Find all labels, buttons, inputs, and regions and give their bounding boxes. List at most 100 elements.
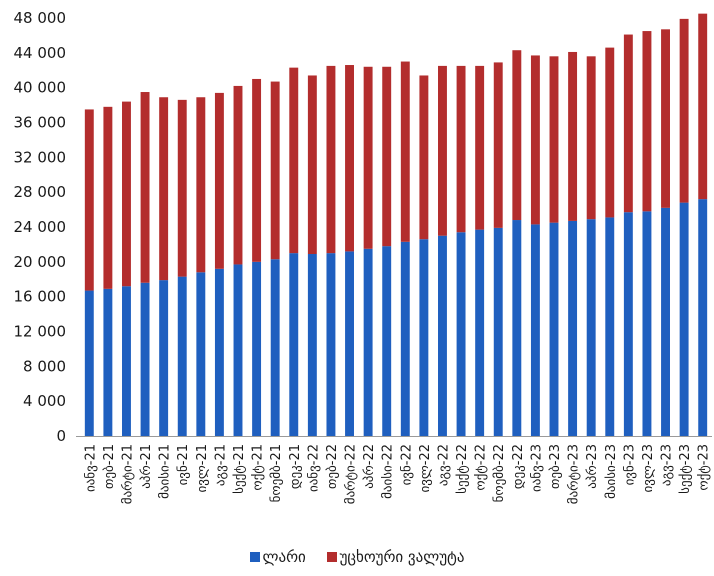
- legend: ლარი უცხოური ვალუტა: [0, 548, 714, 566]
- y-tick-label: 16 000: [14, 288, 67, 306]
- y-tick-label: 24 000: [14, 218, 67, 236]
- x-tick-label: აპრ-23: [585, 444, 600, 489]
- y-tick-label: 20 000: [14, 253, 67, 271]
- bar-lari: [103, 288, 113, 436]
- bar-lari: [177, 276, 187, 436]
- y-tick-label: 44 000: [14, 44, 67, 62]
- bar-foreign-currency: [270, 81, 280, 260]
- y-tick-label: 32 000: [14, 148, 67, 166]
- bar-lari: [326, 253, 336, 436]
- bar-foreign-currency: [549, 56, 559, 223]
- legend-swatch-foreign-currency: [326, 552, 337, 562]
- bar-foreign-currency: [679, 18, 689, 203]
- x-tick-label: ოქტ-22: [474, 444, 489, 491]
- x-tick-label: აგვ-23: [660, 444, 675, 486]
- bar-lari: [530, 224, 540, 436]
- y-tick-label: 0: [56, 427, 66, 445]
- y-tick-label: 36 000: [14, 114, 67, 132]
- bar-lari: [568, 220, 578, 436]
- bar-foreign-currency: [84, 109, 94, 291]
- x-tick-label: დეკ-22: [511, 444, 526, 489]
- bar-foreign-currency: [530, 55, 540, 225]
- bar-foreign-currency: [140, 92, 150, 283]
- bar-lari: [214, 268, 224, 436]
- bar-foreign-currency: [623, 34, 633, 213]
- x-tick-label: ივლ-22: [418, 444, 433, 492]
- x-tick-label: დეკ-21: [288, 444, 303, 489]
- bar-foreign-currency: [326, 65, 336, 254]
- y-tick-label: 4 000: [23, 392, 66, 410]
- y-tick-label: 12 000: [14, 323, 67, 341]
- x-tick-label: აგვ-22: [436, 444, 451, 486]
- bar-foreign-currency: [456, 65, 466, 233]
- bar-foreign-currency: [196, 97, 206, 273]
- x-tick-label: მარტი-21: [120, 444, 135, 504]
- bar-foreign-currency: [252, 78, 262, 262]
- x-tick-label: აგვ-21: [213, 444, 228, 486]
- bar-foreign-currency: [400, 61, 410, 242]
- x-tick-label: თებ-22: [325, 444, 340, 489]
- bar-lari: [140, 282, 150, 436]
- bar-lari: [289, 253, 299, 436]
- bar-lari: [345, 251, 354, 436]
- bar-lari: [512, 220, 522, 436]
- bar-foreign-currency: [289, 67, 299, 254]
- y-tick-label: 48 000: [14, 9, 67, 27]
- bar-lari: [400, 241, 410, 436]
- x-tick-label: თებ-21: [102, 444, 117, 489]
- x-tick-label: ოქტ-21: [251, 444, 266, 491]
- bar-foreign-currency: [438, 65, 447, 236]
- bar-foreign-currency: [661, 29, 670, 208]
- x-tick-label: აპრ-22: [362, 444, 377, 489]
- x-tick-label: ივნ-22: [399, 444, 414, 485]
- bar-foreign-currency: [345, 65, 354, 252]
- bar-lari: [84, 290, 94, 436]
- x-tick-label: იანვ-22: [306, 444, 321, 492]
- legend-item-lari: ლარი: [249, 548, 306, 566]
- x-tick-label: მაისი-22: [381, 444, 396, 499]
- legend-swatch-lari: [249, 552, 260, 562]
- bar-foreign-currency: [642, 31, 652, 212]
- legend-label-foreign-currency: უცხოური ვალუტა: [339, 548, 465, 566]
- bar-lari: [679, 202, 689, 436]
- bar-lari: [252, 261, 262, 436]
- bar-foreign-currency: [159, 97, 169, 281]
- bar-foreign-currency: [177, 99, 187, 277]
- bar-foreign-currency: [493, 62, 503, 228]
- bar-lari: [419, 239, 429, 436]
- stacked-bar-chart: 0 4 000 8 000 12 000 16 000 20 000 24 000 28 00…: [14, 9, 712, 504]
- y-axis: 0 4 000 8 000 12 000 16 000 20 000 24 000 28 00…: [14, 9, 712, 445]
- bar-foreign-currency: [698, 13, 708, 200]
- y-tick-label: 8 000: [23, 357, 66, 375]
- bar-foreign-currency: [419, 75, 429, 240]
- bar-foreign-currency: [568, 51, 578, 221]
- bars: [84, 13, 708, 436]
- bar-lari: [623, 212, 633, 436]
- bar-lari: [122, 286, 131, 436]
- bar-foreign-currency: [605, 47, 615, 218]
- bar-lari: [233, 264, 243, 436]
- bar-foreign-currency: [586, 56, 596, 220]
- bar-foreign-currency: [475, 65, 485, 230]
- bar-lari: [382, 246, 392, 436]
- bar-lari: [196, 272, 206, 436]
- bar-lari: [642, 211, 652, 436]
- bar-lari: [438, 235, 447, 436]
- bar-lari: [493, 227, 503, 436]
- legend-label-lari: ლარი: [262, 548, 306, 566]
- bar-lari: [475, 229, 485, 436]
- x-tick-label: ნოემბ-22: [492, 444, 507, 502]
- bar-foreign-currency: [103, 106, 113, 289]
- x-tick-label: აპრ-21: [139, 444, 154, 489]
- x-tick-label: მაისი-23: [604, 444, 619, 499]
- x-tick-label: ივნ-21: [176, 444, 191, 485]
- y-tick-label: 28 000: [14, 183, 67, 201]
- bar-lari: [159, 280, 169, 436]
- bar-foreign-currency: [363, 66, 373, 249]
- x-tick-label: სექტ-21: [232, 444, 247, 494]
- legend-item-foreign-currency: უცხოური ვალუტა: [326, 548, 465, 566]
- bar-lari: [661, 207, 670, 436]
- x-tick-label: მარტი-22: [344, 444, 359, 504]
- bar-lari: [698, 199, 708, 436]
- x-tick-label: სექტ-23: [678, 444, 693, 494]
